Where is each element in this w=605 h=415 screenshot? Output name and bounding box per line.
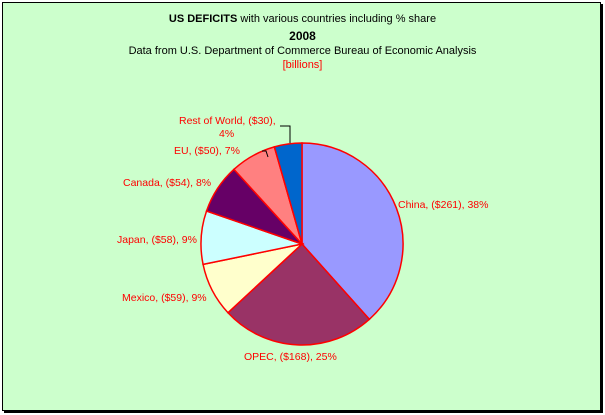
chart-subtitle-year: 2008 <box>289 29 316 43</box>
chart-source: Data from U.S. Department of Commerce Bu… <box>128 45 477 57</box>
pie-slice-6 <box>273 142 303 245</box>
slice-label-4: Canada, ($54), 8% <box>123 177 211 189</box>
slice-label-1: OPEC, ($168), 25% <box>244 351 337 363</box>
leader-line-5 <box>262 150 269 158</box>
pie-slice-1 <box>226 242 371 346</box>
slice-label-6: Rest of World, ($30), 4% <box>179 115 276 140</box>
slice-label-0: China, ($261), 38% <box>398 199 488 211</box>
slice-label-3: Japan, ($58), 9% <box>117 234 197 246</box>
chart-title: US DEFICITS with various countries inclu… <box>168 13 437 25</box>
slice-label-2: Mexico, ($59), 9% <box>122 292 207 304</box>
leader-line-6 <box>280 125 291 143</box>
slice-label-5: EU, ($50), 7% <box>174 145 240 157</box>
pie-slice-0 <box>301 142 404 321</box>
chart-units: [billions] <box>282 59 323 71</box>
